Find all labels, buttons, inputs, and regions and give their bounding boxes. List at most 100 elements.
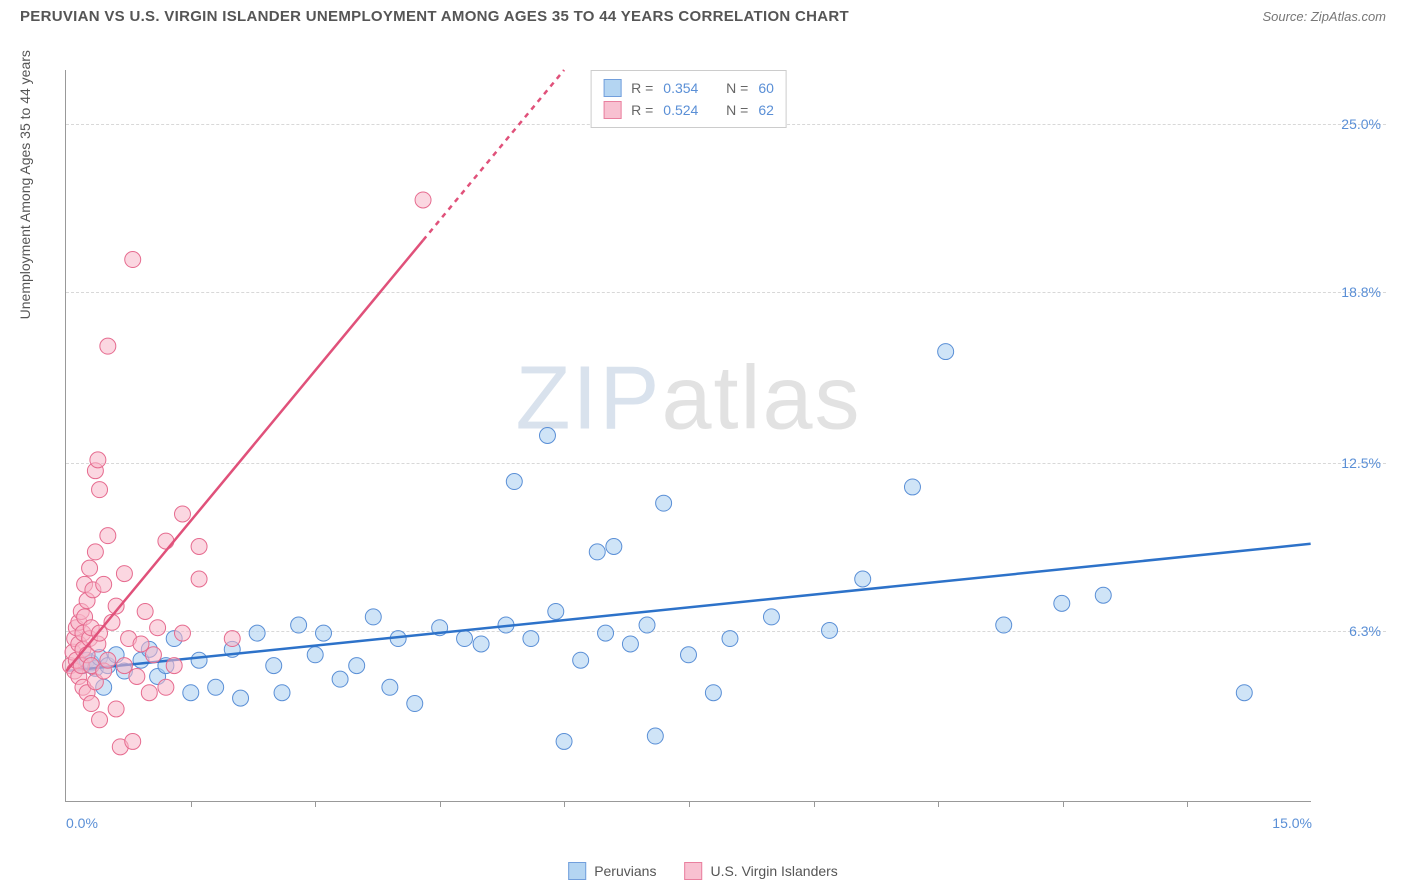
- x-tick: [689, 801, 690, 807]
- data-point: [233, 690, 249, 706]
- data-point: [133, 636, 149, 652]
- data-point: [129, 668, 145, 684]
- data-point: [249, 625, 265, 641]
- data-point: [307, 647, 323, 663]
- data-point: [904, 479, 920, 495]
- data-point: [639, 617, 655, 633]
- x-tick-label: 0.0%: [66, 815, 98, 831]
- data-point: [622, 636, 638, 652]
- y-axis-label: Unemployment Among Ages 35 to 44 years: [17, 50, 33, 319]
- data-point: [722, 631, 738, 647]
- scatter-plot-svg: [66, 70, 1311, 801]
- data-point: [208, 679, 224, 695]
- x-tick: [814, 801, 815, 807]
- data-point: [100, 338, 116, 354]
- data-point: [506, 474, 522, 490]
- data-point: [191, 652, 207, 668]
- stats-legend-box: R =0.354 N =60R =0.524 N =62: [590, 70, 787, 128]
- data-point: [457, 631, 473, 647]
- data-point: [191, 539, 207, 555]
- n-label: N =: [726, 80, 748, 96]
- data-point: [407, 696, 423, 712]
- data-point: [316, 625, 332, 641]
- series-swatch: [603, 101, 621, 119]
- x-tick: [440, 801, 441, 807]
- data-point: [415, 192, 431, 208]
- data-point: [92, 482, 108, 498]
- data-point: [365, 609, 381, 625]
- legend-swatch: [684, 862, 702, 880]
- data-point: [938, 344, 954, 360]
- series-legend: Peruvians U.S. Virgin Islanders: [568, 862, 838, 880]
- data-point: [125, 252, 141, 268]
- data-point: [125, 733, 141, 749]
- data-point: [266, 658, 282, 674]
- x-tick: [1063, 801, 1064, 807]
- data-point: [763, 609, 779, 625]
- trend-line-extrapolated: [423, 70, 564, 240]
- data-point: [83, 696, 99, 712]
- data-point: [90, 452, 106, 468]
- data-point: [108, 701, 124, 717]
- legend-swatch: [568, 862, 586, 880]
- data-point: [855, 571, 871, 587]
- data-point: [1095, 587, 1111, 603]
- series-swatch: [603, 79, 621, 97]
- r-value: 0.354: [663, 80, 698, 96]
- data-point: [647, 728, 663, 744]
- data-point: [174, 625, 190, 641]
- y-tick-label: 18.8%: [1341, 284, 1381, 300]
- data-point: [349, 658, 365, 674]
- legend-label: U.S. Virgin Islanders: [710, 863, 837, 879]
- data-point: [274, 685, 290, 701]
- data-point: [224, 631, 240, 647]
- data-point: [87, 544, 103, 560]
- x-tick-label: 15.0%: [1272, 815, 1312, 831]
- data-point: [291, 617, 307, 633]
- data-point: [996, 617, 1012, 633]
- data-point: [523, 631, 539, 647]
- data-point: [141, 685, 157, 701]
- data-point: [116, 566, 132, 582]
- data-point: [158, 533, 174, 549]
- data-point: [116, 658, 132, 674]
- data-point: [332, 671, 348, 687]
- data-point: [96, 576, 112, 592]
- source-attribution: Source: ZipAtlas.com: [1262, 9, 1386, 24]
- chart-title: PERUVIAN VS U.S. VIRGIN ISLANDER UNEMPLO…: [20, 8, 849, 25]
- data-point: [158, 679, 174, 695]
- data-point: [681, 647, 697, 663]
- y-tick-label: 6.3%: [1349, 623, 1381, 639]
- trend-line: [66, 240, 423, 671]
- plot-area: ZIPatlas R =0.354 N =60R =0.524 N =62 6.…: [65, 70, 1311, 802]
- chart-container: Unemployment Among Ages 35 to 44 years Z…: [50, 50, 1386, 842]
- r-label: R =: [631, 102, 653, 118]
- data-point: [1236, 685, 1252, 701]
- legend-item: Peruvians: [568, 862, 656, 880]
- data-point: [382, 679, 398, 695]
- n-value: 62: [758, 102, 774, 118]
- y-tick-label: 25.0%: [1341, 116, 1381, 132]
- data-point: [705, 685, 721, 701]
- data-point: [573, 652, 589, 668]
- n-label: N =: [726, 102, 748, 118]
- data-point: [473, 636, 489, 652]
- data-point: [1054, 595, 1070, 611]
- data-point: [150, 620, 166, 636]
- x-tick: [315, 801, 316, 807]
- data-point: [822, 622, 838, 638]
- data-point: [100, 652, 116, 668]
- data-point: [92, 712, 108, 728]
- x-tick: [191, 801, 192, 807]
- x-tick: [564, 801, 565, 807]
- y-tick-label: 12.5%: [1341, 455, 1381, 471]
- legend-item: U.S. Virgin Islanders: [684, 862, 837, 880]
- stats-row: R =0.524 N =62: [603, 99, 774, 121]
- x-tick: [938, 801, 939, 807]
- data-point: [145, 647, 161, 663]
- data-point: [606, 539, 622, 555]
- data-point: [656, 495, 672, 511]
- data-point: [183, 685, 199, 701]
- data-point: [191, 571, 207, 587]
- data-point: [556, 733, 572, 749]
